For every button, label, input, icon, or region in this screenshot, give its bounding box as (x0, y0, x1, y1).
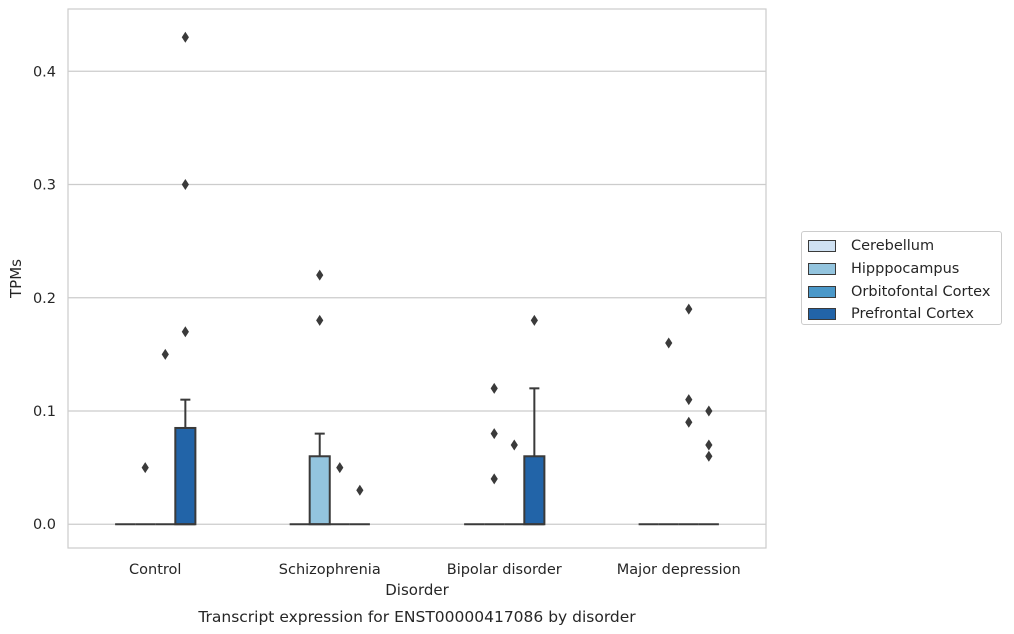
outlier-point (705, 450, 713, 462)
y-tick-label: 0.2 (33, 291, 56, 307)
box-body (308, 455, 331, 526)
outlier-point (181, 31, 189, 43)
box-prefrontal-cortex (349, 484, 370, 526)
legend-item: Hipppocampus (808, 258, 1001, 281)
legend-swatch (808, 240, 836, 253)
box-orbitofontal-cortex (504, 439, 525, 526)
outlier-point (685, 303, 693, 315)
outlier-point (161, 348, 169, 360)
outlier-point (665, 337, 673, 349)
outlier-point (685, 394, 693, 406)
y-tick-label: 0.1 (33, 404, 56, 420)
legend-item: Orbitofontal Cortex (808, 280, 1001, 303)
legend-swatch (808, 308, 836, 321)
box-orbitofontal-cortex (329, 462, 350, 526)
outlier-point (705, 405, 713, 417)
box-orbitofontal-cortex (155, 348, 176, 526)
outlier-point (705, 439, 713, 451)
y-axis-label: TPMs (7, 259, 25, 299)
boxes-layer (115, 31, 719, 526)
outlier-point (181, 326, 189, 338)
outlier-point (141, 462, 149, 474)
outlier-point (510, 439, 518, 451)
box-prefrontal-cortex (174, 31, 197, 526)
outlier-point (685, 416, 693, 428)
x-tick-label: Major depression (617, 562, 741, 578)
outlier-point (490, 428, 498, 440)
y-tick-label: 0.4 (33, 64, 56, 80)
x-axis-label: Disorder (385, 581, 449, 599)
outlier-point (316, 269, 324, 281)
outlier-point (356, 484, 364, 496)
box-hipppocampus (658, 337, 679, 526)
legend-label: Cerebellum (851, 238, 935, 255)
legend-item: Prefrontal Cortex (808, 303, 1001, 326)
outlier-point (336, 462, 344, 474)
legend-swatch (808, 263, 836, 276)
y-tick-label: 0.3 (33, 178, 56, 194)
box-hipppocampus (308, 269, 331, 526)
y-tick-label: 0.0 (33, 517, 56, 533)
box-orbitofontal-cortex (678, 303, 699, 526)
x-tick-label: Bipolar disorder (447, 562, 562, 578)
outlier-point (490, 473, 498, 485)
box-body (174, 426, 197, 526)
box-prefrontal-cortex (698, 405, 719, 526)
box-prefrontal-cortex (523, 314, 546, 526)
legend-label: Orbitofontal Cortex (851, 283, 991, 300)
x-tick-label: Control (129, 562, 181, 578)
plot-area (67, 8, 767, 549)
legend-label: Hipppocampus (851, 261, 960, 278)
box-hipppocampus (484, 382, 505, 526)
outlier-point (181, 179, 189, 191)
x-tick-label: Schizophrenia (279, 562, 381, 578)
legend: Cerebellum Hipppocampus Orbitofontal Corte… (801, 231, 1002, 325)
outlier-point (530, 314, 538, 326)
legend-label: Prefrontal Cortex (851, 306, 974, 323)
box-body (523, 455, 546, 526)
y-tick-labels: 0.0 0.1 0.2 0.3 0.4 (33, 64, 56, 533)
legend-item: Cerebellum (808, 235, 1001, 258)
legend-swatch (808, 285, 836, 298)
outlier-point (316, 314, 324, 326)
chart-title: Transcript expression for ENST0000041708… (197, 608, 636, 626)
x-tick-labels: Control Schizophrenia Bipolar disorder Majo… (129, 562, 741, 578)
box-hipppocampus (135, 462, 156, 526)
outlier-point (490, 382, 498, 394)
